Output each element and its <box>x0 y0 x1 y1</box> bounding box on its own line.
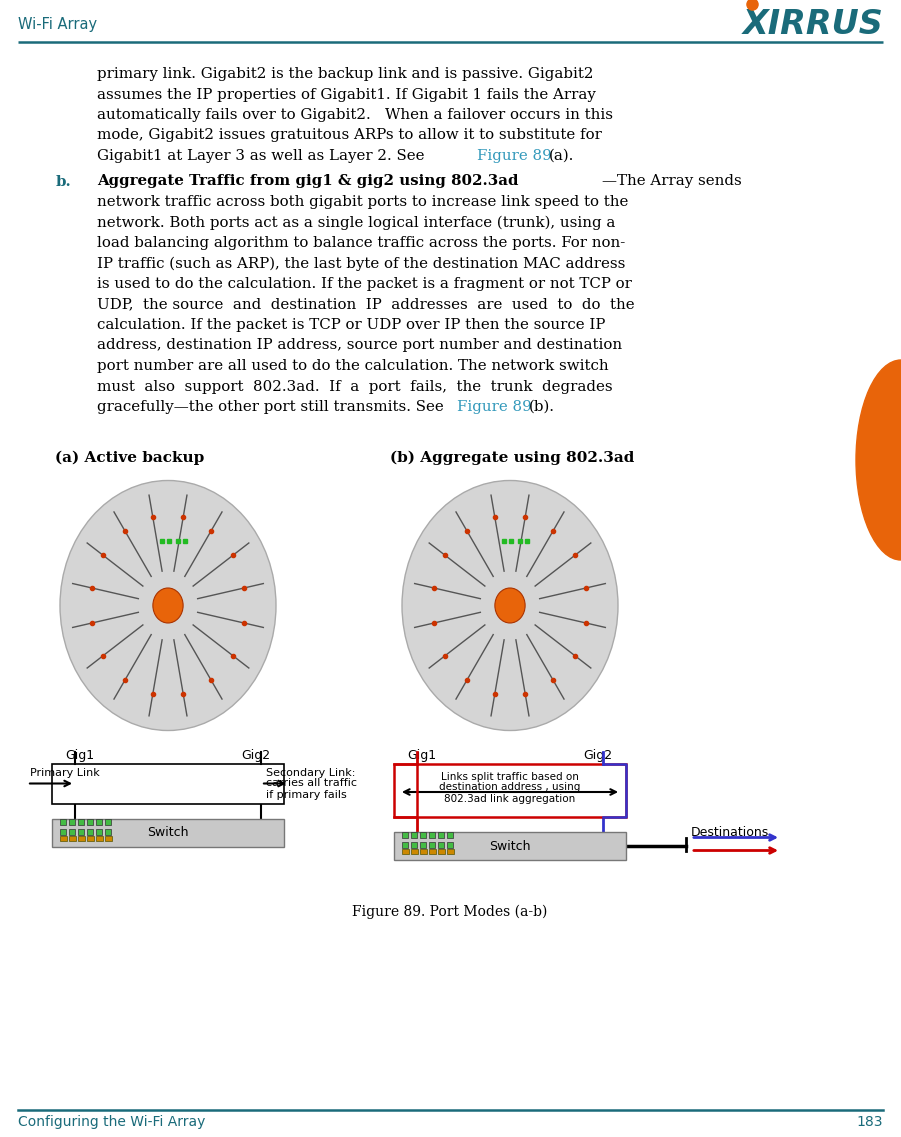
Text: load balancing algorithm to balance traffic across the ports. For non-: load balancing algorithm to balance traf… <box>97 236 625 250</box>
Text: Figure 89: Figure 89 <box>457 400 532 414</box>
Bar <box>78 829 84 835</box>
Text: 183: 183 <box>857 1115 883 1129</box>
Text: calculation. If the packet is TCP or UDP over IP then the source IP: calculation. If the packet is TCP or UDP… <box>97 318 605 332</box>
Bar <box>69 819 75 824</box>
Text: port number are all used to do the calculation. The network switch: port number are all used to do the calcu… <box>97 359 608 373</box>
Text: is used to do the calculation. If the packet is a fragment or not TCP or: is used to do the calculation. If the pa… <box>97 277 632 291</box>
Bar <box>78 819 84 824</box>
Ellipse shape <box>153 588 183 623</box>
Bar <box>402 848 409 854</box>
Bar <box>96 829 102 835</box>
Bar <box>429 841 435 847</box>
Bar <box>87 829 93 835</box>
Text: gracefully—the other port still transmits. See: gracefully—the other port still transmit… <box>97 400 449 414</box>
Bar <box>60 836 67 840</box>
Ellipse shape <box>60 481 276 730</box>
Text: network. Both ports act as a single logical interface (trunk), using a: network. Both ports act as a single logi… <box>97 216 615 230</box>
Bar <box>411 848 418 854</box>
Bar <box>96 836 103 840</box>
Ellipse shape <box>856 360 901 561</box>
Text: Links split traffic based on: Links split traffic based on <box>441 772 579 781</box>
Bar <box>429 831 435 838</box>
Bar <box>52 819 284 847</box>
Text: Figure 89. Port Modes (a-b): Figure 89. Port Modes (a-b) <box>352 905 548 919</box>
Text: automatically fails over to Gigabit2.   When a failover occurs in this: automatically fails over to Gigabit2. Wh… <box>97 108 613 122</box>
Ellipse shape <box>495 588 525 623</box>
Bar <box>105 836 112 840</box>
Text: network traffic across both gigabit ports to increase link speed to the: network traffic across both gigabit port… <box>97 196 628 209</box>
Bar <box>438 841 444 847</box>
Bar <box>438 831 444 838</box>
Text: address, destination IP address, source port number and destination: address, destination IP address, source … <box>97 339 622 352</box>
Bar <box>429 848 436 854</box>
Bar <box>69 829 75 835</box>
Bar <box>438 848 445 854</box>
Bar <box>447 831 453 838</box>
Text: must  also  support  802.3ad.  If  a  port  fails,  the  trunk  degrades: must also support 802.3ad. If a port fai… <box>97 380 613 393</box>
Text: Figure 89: Figure 89 <box>477 149 551 163</box>
Text: (b) Aggregate using 802.3ad: (b) Aggregate using 802.3ad <box>390 450 634 465</box>
Bar <box>52 764 284 804</box>
Text: (a).: (a). <box>549 149 574 163</box>
Bar <box>105 819 111 824</box>
Bar <box>394 831 626 860</box>
Bar <box>411 831 417 838</box>
Text: Configuring the Wi-Fi Array: Configuring the Wi-Fi Array <box>18 1115 205 1129</box>
Text: Gig2: Gig2 <box>241 748 270 762</box>
Bar <box>402 831 408 838</box>
Text: 802.3ad link aggregation: 802.3ad link aggregation <box>444 794 576 804</box>
Text: IP traffic (such as ARP), the last byte of the destination MAC address: IP traffic (such as ARP), the last byte … <box>97 257 625 271</box>
Text: Primary Link: Primary Link <box>30 769 100 779</box>
Text: Switch: Switch <box>489 839 531 853</box>
Bar <box>411 841 417 847</box>
Text: mode, Gigabit2 issues gratuitous ARPs to allow it to substitute for: mode, Gigabit2 issues gratuitous ARPs to… <box>97 128 602 142</box>
Text: carries all traffic: carries all traffic <box>266 779 357 788</box>
Bar <box>402 841 408 847</box>
Bar <box>78 836 85 840</box>
Bar <box>60 819 66 824</box>
Text: if primary fails: if primary fails <box>266 789 347 799</box>
Bar <box>420 841 426 847</box>
Text: UDP,  the source  and  destination  IP  addresses  are  used  to  do  the: UDP, the source and destination IP addre… <box>97 298 634 312</box>
Bar <box>87 836 94 840</box>
Bar <box>105 829 111 835</box>
Ellipse shape <box>402 481 618 730</box>
Bar <box>447 848 454 854</box>
Text: Gig1: Gig1 <box>65 748 94 762</box>
Text: —The Array sends: —The Array sends <box>602 174 742 189</box>
Bar <box>447 841 453 847</box>
Text: Gigabit1 at Layer 3 as well as Layer 2. See: Gigabit1 at Layer 3 as well as Layer 2. … <box>97 149 429 163</box>
Text: Gig1: Gig1 <box>407 748 436 762</box>
Bar <box>420 848 427 854</box>
Text: Aggregate Traffic from gig1 & gig2 using 802.3ad: Aggregate Traffic from gig1 & gig2 using… <box>97 174 518 189</box>
Text: (a) Active backup: (a) Active backup <box>55 450 205 465</box>
Bar <box>60 829 66 835</box>
Text: Gig2: Gig2 <box>583 748 612 762</box>
Bar <box>420 831 426 838</box>
Text: (b).: (b). <box>529 400 555 414</box>
Bar <box>394 764 626 816</box>
Text: Wi-Fi Array: Wi-Fi Array <box>18 17 97 32</box>
Text: Switch: Switch <box>147 827 188 839</box>
Text: Destinations: Destinations <box>691 825 769 838</box>
Text: destination address , using: destination address , using <box>440 782 580 792</box>
Text: assumes the IP properties of Gigabit1. If Gigabit 1 fails the Array: assumes the IP properties of Gigabit1. I… <box>97 88 596 101</box>
Bar <box>69 836 76 840</box>
Bar <box>87 819 93 824</box>
Text: primary link. Gigabit2 is the backup link and is passive. Gigabit2: primary link. Gigabit2 is the backup lin… <box>97 67 594 81</box>
Text: b.: b. <box>56 174 72 189</box>
Text: Secondary Link:: Secondary Link: <box>266 767 355 778</box>
Bar <box>96 819 102 824</box>
Text: XIRRUS: XIRRUS <box>742 8 883 41</box>
